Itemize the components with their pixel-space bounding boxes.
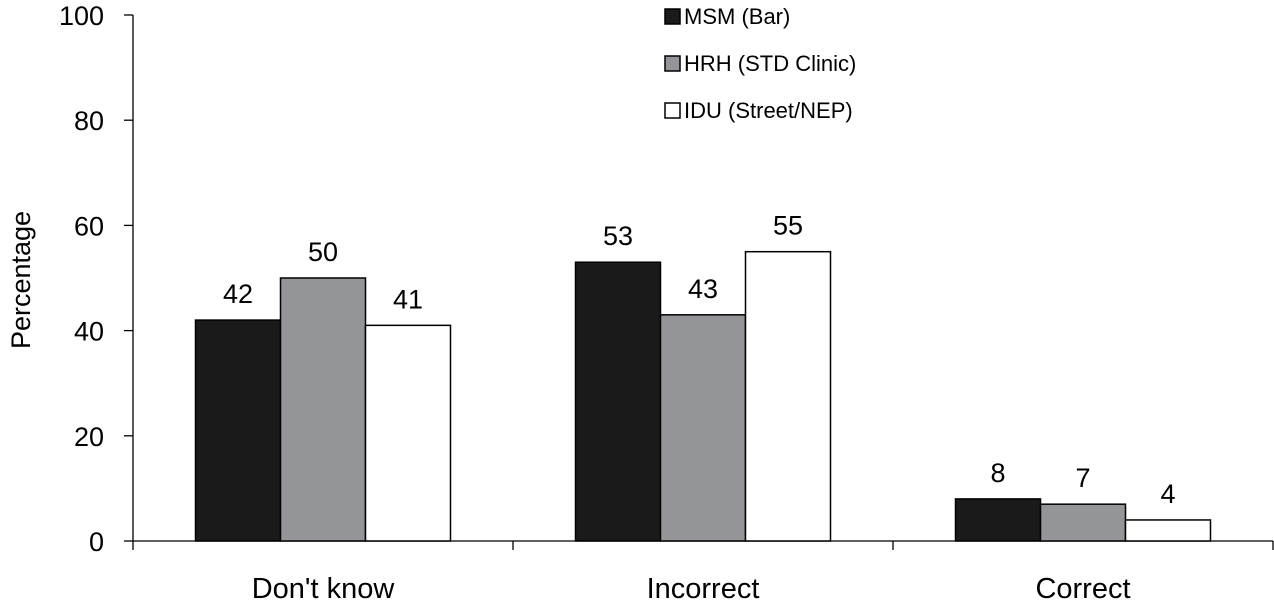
legend-swatch — [664, 8, 681, 25]
legend-label: IDU (Street/NEP) — [684, 98, 853, 123]
x-tick-label: Incorrect — [647, 573, 760, 603]
bar — [279, 277, 367, 542]
x-tick-label: Correct — [1035, 573, 1130, 603]
y-tick-label: 20 — [74, 422, 104, 452]
data-label: 7 — [1075, 463, 1090, 493]
bar — [954, 498, 1042, 542]
bar — [364, 324, 452, 542]
y-tick-label: 60 — [74, 211, 104, 241]
legend-label: MSM (Bar) — [684, 4, 790, 29]
data-label: 41 — [393, 284, 423, 314]
data-label: 42 — [223, 279, 253, 309]
bar — [659, 314, 747, 542]
data-label: 8 — [990, 458, 1005, 488]
data-label: 55 — [773, 211, 803, 241]
plot-area: 0 20 40 60 80 100 42 50 41 Don't know 53 43 55 Incorr… — [59, 1, 1274, 603]
x-tick-label: Don't know — [252, 573, 396, 603]
legend: MSM (Bar) HRH (STD Clinic) IDU (Street/NEP… — [664, 4, 856, 123]
y-axis-label: Percentage — [6, 211, 36, 349]
legend-swatch — [664, 55, 681, 72]
bar — [744, 250, 832, 542]
y-tick-label: 80 — [74, 106, 104, 136]
data-label: 43 — [688, 274, 718, 304]
data-label: 50 — [308, 237, 338, 267]
y-tick-label: 40 — [74, 317, 104, 347]
legend-label: HRH (STD Clinic) — [684, 51, 856, 76]
legend-swatch — [664, 102, 681, 119]
y-tick-label: 0 — [89, 527, 104, 557]
bar — [574, 261, 662, 542]
bar — [1039, 503, 1127, 542]
data-label: 53 — [603, 221, 633, 251]
bar — [1124, 519, 1212, 542]
y-tick-label: 100 — [59, 1, 104, 31]
bar — [194, 319, 282, 542]
data-label: 4 — [1160, 479, 1175, 509]
